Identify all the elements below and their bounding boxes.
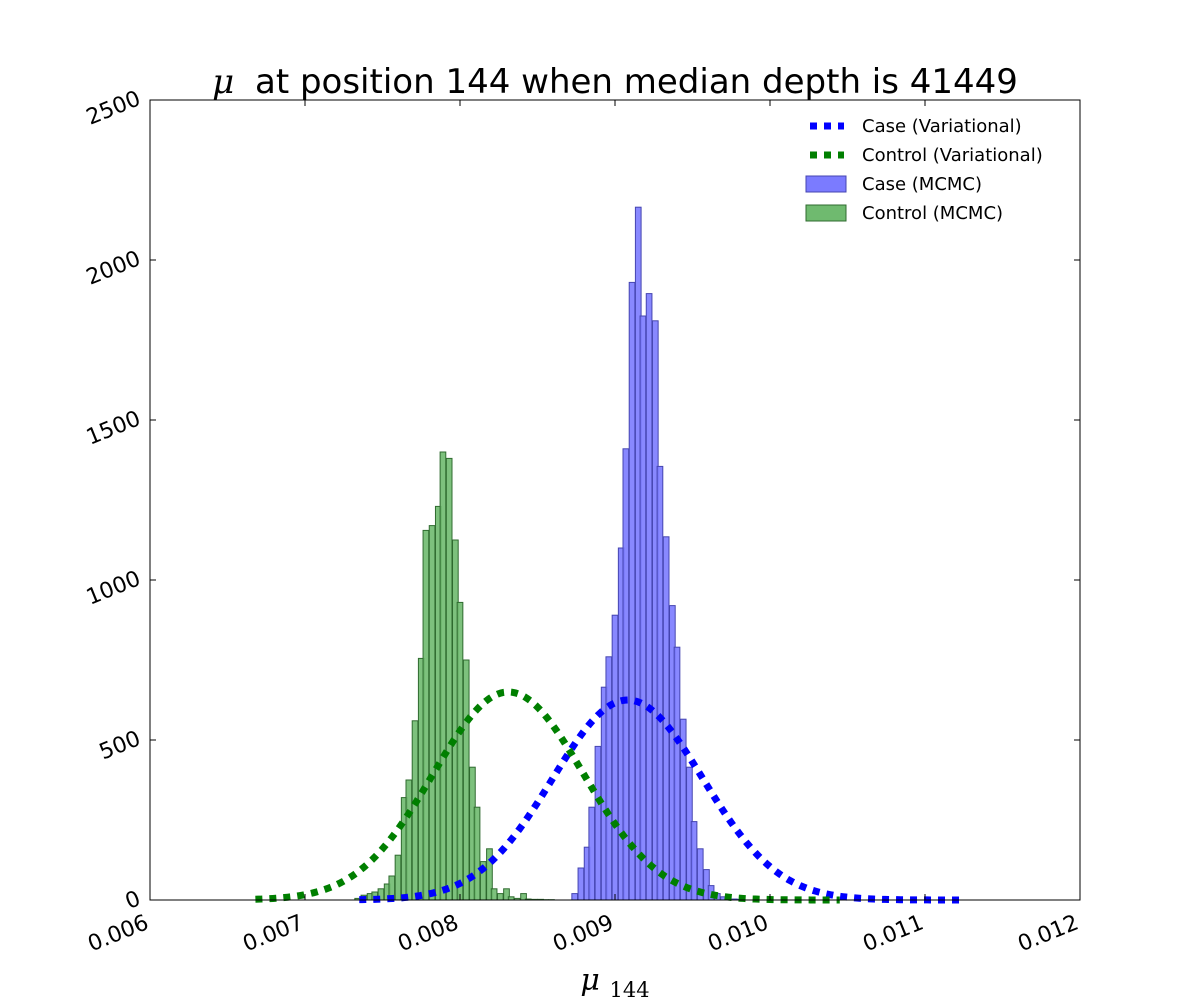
legend-label: Case (Variational) xyxy=(862,116,1022,137)
histogram-bar xyxy=(595,746,601,900)
histogram-bar xyxy=(691,822,697,900)
x-tick-label: 0.012 xyxy=(1014,910,1082,957)
y-tick-label: 0 xyxy=(122,886,144,914)
chart-title: μ at position 144 when median depth is 4… xyxy=(212,62,1018,102)
legend: Case (Variational) Control (Variational) C… xyxy=(806,116,1043,224)
histogram-bar xyxy=(395,855,401,900)
x-tick-label: 0.008 xyxy=(394,910,462,957)
histogram-bar xyxy=(606,657,612,900)
histogram-bar xyxy=(572,894,578,900)
x-axis-label-subscript: 144 xyxy=(609,978,649,1000)
histogram-bar xyxy=(412,721,418,900)
histogram-bar xyxy=(578,868,584,900)
bars-layer xyxy=(355,207,744,900)
histogram-bar xyxy=(589,807,595,900)
y-tick-label: 2500 xyxy=(83,86,144,130)
x-axis-label: μ 144 xyxy=(580,963,649,1000)
legend-label: Control (MCMC) xyxy=(862,203,1003,224)
histogram-bar xyxy=(440,452,446,900)
histogram-bar xyxy=(612,615,618,900)
histogram-bar xyxy=(491,889,497,900)
legend-swatch xyxy=(806,176,846,192)
histogram-bar xyxy=(680,719,686,900)
legend-swatch xyxy=(806,205,846,221)
histogram-bar xyxy=(457,602,463,900)
legend-label: Case (MCMC) xyxy=(862,174,982,195)
variational-curve xyxy=(255,692,839,900)
histogram-bar xyxy=(674,647,680,900)
histogram-series xyxy=(355,452,554,900)
legend-item: Case (Variational) xyxy=(810,116,1022,137)
x-tick-label: 0.007 xyxy=(239,910,307,957)
legend-item: Control (Variational) xyxy=(810,145,1043,166)
x-tick-label: 0.010 xyxy=(704,910,772,957)
histogram-bar xyxy=(640,316,646,900)
histogram-bar xyxy=(446,458,452,900)
histogram-bar xyxy=(429,526,435,900)
y-tick-label: 1500 xyxy=(83,406,144,450)
histogram-bar xyxy=(463,660,469,900)
x-tick-label: 0.006 xyxy=(84,910,152,957)
legend-label: Control (Variational) xyxy=(862,145,1043,166)
histogram-bar xyxy=(646,294,652,900)
y-tick-label: 2000 xyxy=(83,246,144,290)
legend-item: Control (MCMC) xyxy=(806,203,1003,224)
x-tick-label: 0.011 xyxy=(859,910,927,957)
y-tick-label: 500 xyxy=(96,726,144,765)
legend-item: Case (MCMC) xyxy=(806,174,982,195)
histogram-bar xyxy=(629,282,635,900)
y-tick-label: 1000 xyxy=(83,566,144,610)
histogram-bar xyxy=(657,466,663,900)
title-symbol: μ xyxy=(212,62,234,102)
histogram-bar xyxy=(406,780,412,900)
title-text: at position 144 when median depth is 414… xyxy=(255,62,1018,102)
histogram-bar xyxy=(474,807,480,900)
x-tick-label: 0.009 xyxy=(549,910,617,957)
histogram-bar xyxy=(497,894,503,900)
histogram-bar xyxy=(423,530,429,900)
x-axis-label-symbol: μ xyxy=(580,963,600,998)
